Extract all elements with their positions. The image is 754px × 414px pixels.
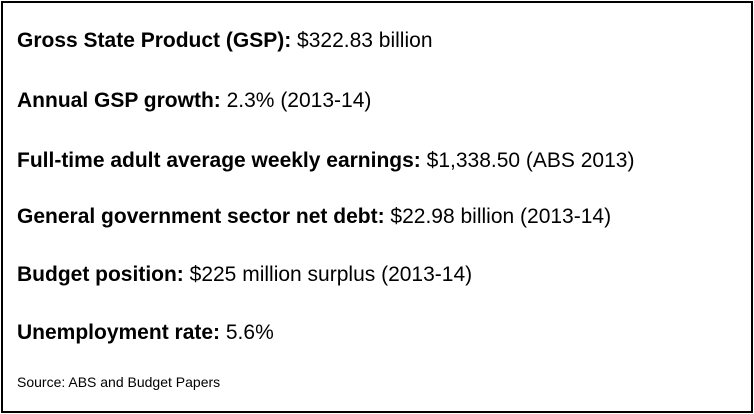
stat-value: $225 million surplus (2013-14) <box>183 263 473 286</box>
stat-label: Unemployment rate: <box>17 321 221 344</box>
stat-gsp: Gross State Product (GSP): $322.83 billi… <box>17 28 433 54</box>
stat-value: $322.83 billion <box>291 29 433 52</box>
stat-unemployment: Unemployment rate: 5.6% <box>17 320 274 346</box>
stat-label: Budget position: <box>17 263 184 286</box>
stat-budget-position: Budget position: $225 million surplus (2… <box>17 262 472 288</box>
stat-label: Annual GSP growth: <box>17 89 221 112</box>
stat-value: $22.98 billion (2013-14) <box>384 205 612 228</box>
stat-value: 2.3% (2013-14) <box>220 89 372 112</box>
stat-value: 5.6% <box>220 321 274 344</box>
stat-weekly-earnings: Full-time adult average weekly earnings:… <box>17 148 634 174</box>
stat-label: Gross State Product (GSP): <box>17 29 292 52</box>
source-note: Source: ABS and Budget Papers <box>17 374 221 390</box>
stat-net-debt: General government sector net debt: $22.… <box>17 204 611 230</box>
stat-gsp-growth: Annual GSP growth: 2.3% (2013-14) <box>17 88 371 114</box>
stat-value: $1,338.50 (ABS 2013) <box>420 149 635 172</box>
stat-label: Full-time adult average weekly earnings: <box>17 149 421 172</box>
stat-label: General government sector net debt: <box>17 205 385 228</box>
